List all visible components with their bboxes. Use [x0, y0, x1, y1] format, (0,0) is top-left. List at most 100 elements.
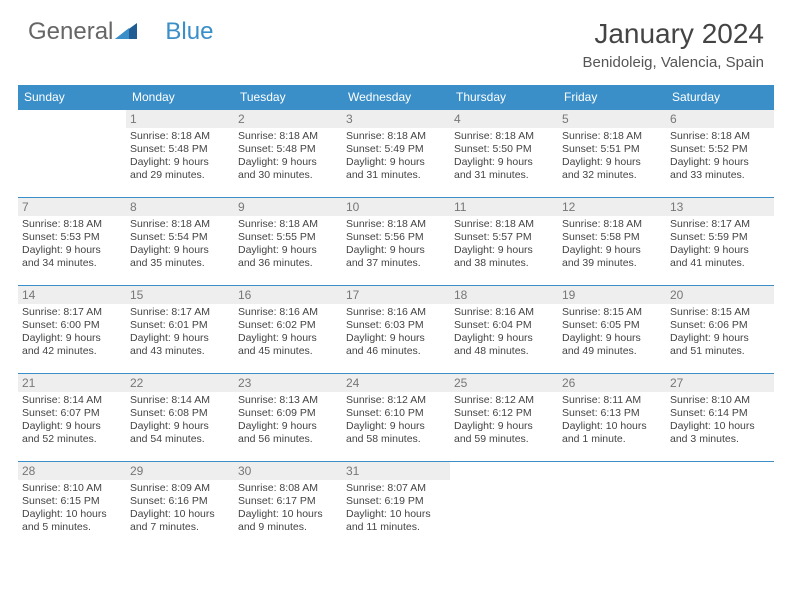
calendar-cell: 25Sunrise: 8:12 AMSunset: 6:12 PMDayligh… [450, 373, 558, 461]
day-detail-line: Sunrise: 8:09 AM [130, 482, 230, 495]
day-details: Sunrise: 8:18 AMSunset: 5:53 PMDaylight:… [22, 218, 122, 271]
calendar-cell [18, 109, 126, 197]
calendar-cell: 24Sunrise: 8:12 AMSunset: 6:10 PMDayligh… [342, 373, 450, 461]
day-detail-line: Sunrise: 8:08 AM [238, 482, 338, 495]
day-detail-line: Daylight: 9 hours [22, 332, 122, 345]
header: General Blue January 2024 Benidoleig, Va… [0, 0, 792, 79]
day-detail-line: Sunrise: 8:18 AM [238, 218, 338, 231]
day-detail-line: Sunrise: 8:18 AM [670, 130, 770, 143]
day-details: Sunrise: 8:18 AMSunset: 5:56 PMDaylight:… [346, 218, 446, 271]
calendar-cell: 2Sunrise: 8:18 AMSunset: 5:48 PMDaylight… [234, 109, 342, 197]
day-detail-line: Sunrise: 8:16 AM [238, 306, 338, 319]
day-number: 17 [342, 286, 450, 304]
day-details: Sunrise: 8:18 AMSunset: 5:48 PMDaylight:… [130, 130, 230, 183]
day-number: 15 [126, 286, 234, 304]
day-detail-line: Sunset: 5:52 PM [670, 143, 770, 156]
day-detail-line: and 11 minutes. [346, 521, 446, 534]
day-detail-line: Daylight: 10 hours [238, 508, 338, 521]
weekday-header-row: Sunday Monday Tuesday Wednesday Thursday… [18, 85, 774, 109]
day-detail-line: and 39 minutes. [562, 257, 662, 270]
day-number: 11 [450, 198, 558, 216]
day-detail-line: and 45 minutes. [238, 345, 338, 358]
day-detail-line: Sunset: 6:00 PM [22, 319, 122, 332]
day-detail-line: Daylight: 10 hours [22, 508, 122, 521]
day-detail-line: Sunset: 6:06 PM [670, 319, 770, 332]
day-details: Sunrise: 8:18 AMSunset: 5:55 PMDaylight:… [238, 218, 338, 271]
day-detail-line: and 31 minutes. [346, 169, 446, 182]
day-detail-line: Sunrise: 8:18 AM [130, 218, 230, 231]
day-number: 20 [666, 286, 774, 304]
day-detail-line: Sunset: 5:49 PM [346, 143, 446, 156]
calendar-cell: 17 Sunrise: 8:16 AMSunset: 6:03 PMDayligh… [342, 285, 450, 373]
day-detail-line: Sunset: 6:12 PM [454, 407, 554, 420]
day-number: 25 [450, 374, 558, 392]
day-detail-line: Daylight: 9 hours [130, 332, 230, 345]
day-detail-line: Daylight: 9 hours [238, 332, 338, 345]
calendar-cell: 4Sunrise: 8:18 AMSunset: 5:50 PMDaylight… [450, 109, 558, 197]
day-detail-line: Sunset: 6:03 PM [346, 319, 446, 332]
calendar-cell: 10Sunrise: 8:18 AMSunset: 5:56 PMDayligh… [342, 197, 450, 285]
day-detail-line: Sunrise: 8:11 AM [562, 394, 662, 407]
day-detail-line: and 31 minutes. [454, 169, 554, 182]
day-detail-line: and 36 minutes. [238, 257, 338, 270]
day-number: 12 [558, 198, 666, 216]
day-detail-line: Daylight: 9 hours [670, 244, 770, 257]
day-details: Sunrise: 8:14 AMSunset: 6:07 PMDaylight:… [22, 394, 122, 447]
calendar-week-row: 1Sunrise: 8:18 AMSunset: 5:48 PMDaylight… [18, 109, 774, 197]
day-detail-line: and 43 minutes. [130, 345, 230, 358]
day-number: 28 [18, 462, 126, 480]
day-details: Sunrise: 8:07 AMSunset: 6:19 PMDaylight:… [346, 482, 446, 535]
title-block: January 2024 Benidoleig, Valencia, Spain [582, 18, 764, 71]
calendar-week-row: 14Sunrise: 8:17 AMSunset: 6:00 PMDayligh… [18, 285, 774, 373]
day-detail-line: Sunset: 6:13 PM [562, 407, 662, 420]
calendar-table: Sunday Monday Tuesday Wednesday Thursday… [18, 85, 774, 549]
day-detail-line: and 42 minutes. [22, 345, 122, 358]
day-detail-line: Daylight: 9 hours [346, 420, 446, 433]
calendar-week-row: 28Sunrise: 8:10 AMSunset: 6:15 PMDayligh… [18, 461, 774, 549]
day-detail-line: Sunset: 5:55 PM [238, 231, 338, 244]
day-detail-line: Sunset: 5:59 PM [670, 231, 770, 244]
day-detail-line: Daylight: 9 hours [454, 332, 554, 345]
calendar-cell [558, 461, 666, 549]
day-number: 9 [234, 198, 342, 216]
calendar-cell: 22Sunrise: 8:14 AMSunset: 6:08 PMDayligh… [126, 373, 234, 461]
day-details: Sunrise: 8:12 AMSunset: 6:10 PMDaylight:… [346, 394, 446, 447]
day-details: Sunrise: 8:13 AMSunset: 6:09 PMDaylight:… [238, 394, 338, 447]
day-detail-line: and 49 minutes. [562, 345, 662, 358]
day-detail-line: Sunrise: 8:18 AM [238, 130, 338, 143]
day-details: Sunrise: 8:16 AMSunset: 6:02 PMDaylight:… [238, 306, 338, 359]
day-detail-line: Sunset: 6:02 PM [238, 319, 338, 332]
weekday-header: Sunday [18, 85, 126, 109]
day-details: Sunrise: 8:18 AMSunset: 5:57 PMDaylight:… [454, 218, 554, 271]
day-detail-line: and 56 minutes. [238, 433, 338, 446]
day-detail-line: and 54 minutes. [130, 433, 230, 446]
day-detail-line: Sunset: 5:58 PM [562, 231, 662, 244]
day-detail-line: Sunset: 6:05 PM [562, 319, 662, 332]
calendar-cell: 26Sunrise: 8:11 AMSunset: 6:13 PMDayligh… [558, 373, 666, 461]
weekday-header: Saturday [666, 85, 774, 109]
calendar-week-row: 7Sunrise: 8:18 AMSunset: 5:53 PMDaylight… [18, 197, 774, 285]
calendar-cell: 16Sunrise: 8:16 AMSunset: 6:02 PMDayligh… [234, 285, 342, 373]
day-details: Sunrise: 8:17 AMSunset: 6:00 PMDaylight:… [22, 306, 122, 359]
day-detail-line: Sunrise: 8:17 AM [130, 306, 230, 319]
day-detail-line: Sunset: 6:10 PM [346, 407, 446, 420]
day-detail-line: Daylight: 9 hours [454, 244, 554, 257]
day-number: 21 [18, 374, 126, 392]
day-detail-line: and 59 minutes. [454, 433, 554, 446]
calendar-cell: 14Sunrise: 8:17 AMSunset: 6:00 PMDayligh… [18, 285, 126, 373]
day-detail-line: Sunrise: 8:12 AM [454, 394, 554, 407]
day-detail-line: Sunset: 5:50 PM [454, 143, 554, 156]
calendar-cell: 20Sunrise: 8:15 AMSunset: 6:06 PMDayligh… [666, 285, 774, 373]
calendar-cell: 11 Sunrise: 8:18 AMSunset: 5:57 PMDayligh… [450, 197, 558, 285]
day-detail-line: Daylight: 9 hours [238, 156, 338, 169]
day-detail-line: Sunset: 5:57 PM [454, 231, 554, 244]
day-details: Sunrise: 8:16 AMSunset: 6:03 PMDaylight:… [346, 306, 446, 359]
logo: General Blue [28, 18, 213, 46]
day-detail-line: Sunrise: 8:16 AM [454, 306, 554, 319]
day-detail-line: Sunrise: 8:12 AM [346, 394, 446, 407]
day-details: Sunrise: 8:17 AMSunset: 6:01 PMDaylight:… [130, 306, 230, 359]
day-detail-line: Sunrise: 8:18 AM [454, 130, 554, 143]
day-number: 2 [234, 110, 342, 128]
day-number: 30 [234, 462, 342, 480]
day-detail-line: Sunset: 6:15 PM [22, 495, 122, 508]
